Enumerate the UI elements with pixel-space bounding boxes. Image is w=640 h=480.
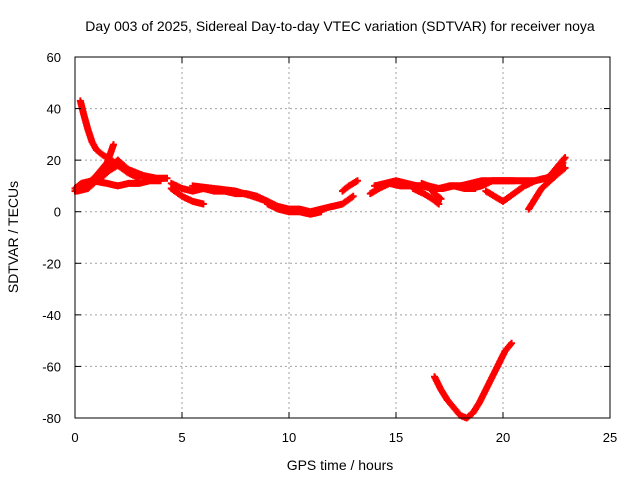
y-tick-label: 20: [47, 153, 61, 168]
y-tick-label: 40: [47, 102, 61, 117]
data-point: [110, 141, 118, 149]
y-axis-label: SDTVAR / TECUs: [5, 181, 21, 293]
y-tick-label: 60: [47, 50, 61, 65]
data-point: [435, 200, 443, 208]
x-tick-labels: 0 5 10 15 20 25: [71, 430, 617, 445]
y-tick-label: -20: [42, 256, 61, 271]
data-point: [434, 199, 442, 207]
grid-lines: [75, 57, 610, 418]
y-tick-labels: 60 40 20 0 -20 -40 -60 -80: [42, 50, 61, 426]
x-tick-label: 0: [71, 430, 78, 445]
data-point: [561, 164, 569, 172]
data-point: [317, 208, 325, 216]
plot-frame: [74, 56, 611, 419]
data-point: [506, 341, 514, 349]
data-points: [71, 97, 569, 422]
x-tick-label: 10: [282, 430, 296, 445]
chart-title: Day 003 of 2025, Sidereal Day-to-day VTE…: [85, 18, 595, 34]
data-point: [510, 177, 518, 185]
data-point: [163, 174, 171, 182]
data-point: [561, 154, 569, 162]
tick-marks: [74, 56, 611, 419]
x-tick-label: 5: [178, 430, 185, 445]
y-tick-label: -80: [42, 411, 61, 426]
data-point: [508, 339, 516, 347]
x-tick-label: 20: [496, 430, 510, 445]
x-tick-label: 25: [603, 430, 617, 445]
data-point: [436, 194, 444, 202]
y-tick-label: -40: [42, 308, 61, 323]
data-point: [199, 200, 207, 208]
y-tick-label: -60: [42, 359, 61, 374]
data-point: [560, 155, 568, 163]
x-axis-label: GPS time / hours: [287, 457, 394, 473]
y-tick-label: 0: [54, 205, 61, 220]
data-point: [353, 177, 361, 185]
data-point: [437, 195, 445, 203]
x-tick-label: 15: [389, 430, 403, 445]
data-point: [349, 192, 357, 200]
data-point: [560, 165, 568, 173]
